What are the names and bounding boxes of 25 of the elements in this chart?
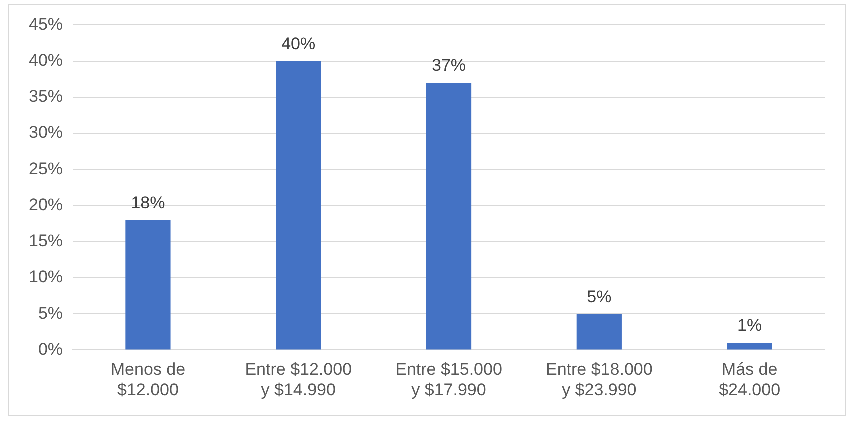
data-label: 37% (432, 56, 466, 76)
x-tick-label: Entre $15.000 y $17.990 (396, 360, 502, 400)
x-tick-label: Menos de $12.000 (110, 360, 186, 400)
y-tick-label: 15% (28, 232, 64, 251)
y-tick-label: 45% (28, 14, 64, 34)
y-tick-label: 5% (38, 304, 64, 323)
x-tick-label: Más de $24.000 (719, 360, 781, 400)
y-tick-label: 35% (28, 87, 64, 106)
data-label: 40% (282, 34, 316, 54)
data-label: 18% (131, 193, 166, 212)
y-tick-label: 10% (28, 268, 64, 287)
y-tick-label: 0% (38, 340, 64, 359)
x-tick-label: Entre $18.000 y $23.990 (546, 360, 653, 400)
bar (576, 314, 622, 350)
y-tick-label: 20% (28, 195, 64, 214)
bar (727, 342, 772, 350)
y-tick-label: 40% (28, 51, 64, 70)
y-tick-label: 25% (28, 159, 64, 178)
data-label: 5% (587, 287, 612, 306)
data-label: 1% (738, 316, 762, 336)
x-tick-label: Entre $12.000 y $14.990 (245, 360, 352, 400)
y-tick-label: 30% (28, 123, 64, 142)
bar (276, 61, 322, 350)
bar (426, 82, 472, 350)
bar (126, 220, 171, 350)
